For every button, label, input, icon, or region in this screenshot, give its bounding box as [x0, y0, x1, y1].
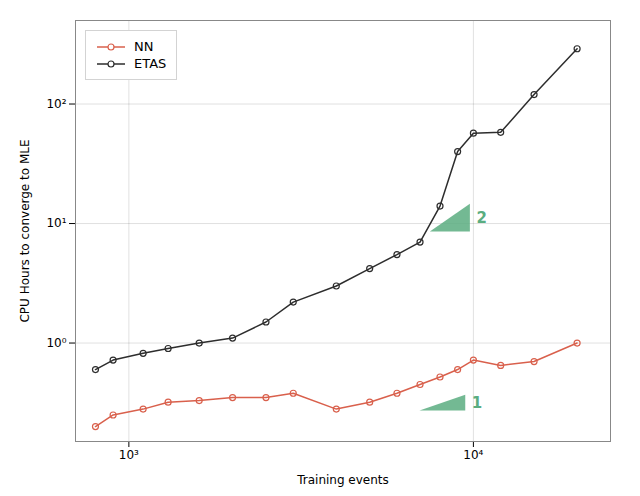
svg-text:10¹: 10¹ — [46, 216, 66, 230]
html-text:NN: NN — [134, 39, 154, 54]
svg-text:Training events: Training events — [296, 473, 389, 487]
svg-text:2: 2 — [476, 209, 486, 227]
svg-text:10³: 10³ — [119, 448, 139, 462]
svg-text:1: 1 — [472, 394, 482, 412]
svg-text:10⁴: 10⁴ — [463, 448, 483, 462]
svg-text:10⁰: 10⁰ — [46, 336, 66, 350]
html-text:ETAS: ETAS — [134, 56, 167, 71]
svg-text:10²: 10² — [46, 97, 66, 111]
svg-text:CPU Hours to converge to MLE: CPU Hours to converge to MLE — [18, 139, 32, 322]
